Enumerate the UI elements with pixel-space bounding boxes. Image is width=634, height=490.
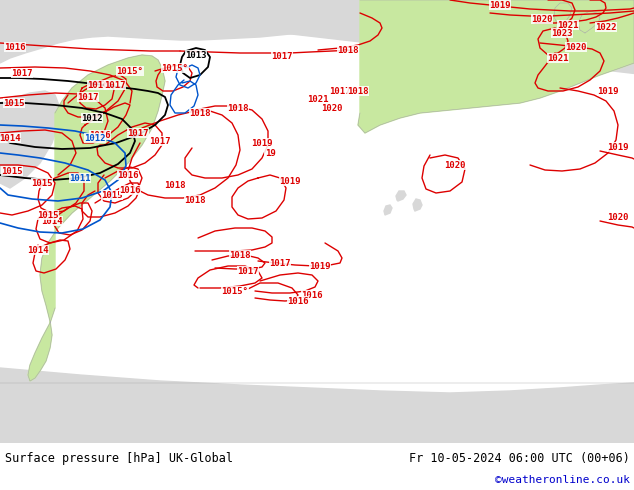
Text: 1015: 1015 [37,211,59,220]
Polygon shape [384,205,392,215]
Polygon shape [0,91,60,188]
Text: 1016: 1016 [87,80,109,90]
Text: 1017: 1017 [11,69,33,77]
Text: 1018: 1018 [230,250,251,260]
Text: 1019: 1019 [597,87,619,96]
Text: 1015: 1015 [31,178,53,188]
Text: 1012: 1012 [84,133,106,143]
Text: 1011: 1011 [69,173,91,182]
Polygon shape [28,55,165,381]
Text: 1017: 1017 [104,80,126,90]
Text: 1014: 1014 [41,217,63,225]
Text: 1016: 1016 [119,186,141,195]
Text: 1018: 1018 [190,108,210,118]
Text: 1020: 1020 [531,15,553,24]
Text: 1016: 1016 [117,171,139,179]
Text: Fr 10-05-2024 06:00 UTC (00+06): Fr 10-05-2024 06:00 UTC (00+06) [409,451,630,465]
Text: 1018: 1018 [227,103,249,113]
Text: 1017: 1017 [127,128,149,138]
Text: 1020: 1020 [566,43,586,51]
Text: 1021: 1021 [547,53,569,63]
Text: 1020: 1020 [321,103,343,113]
Text: 1019: 1019 [607,143,629,151]
Text: Surface pressure [hPa] UK-Global: Surface pressure [hPa] UK-Global [5,451,233,465]
Text: 1017: 1017 [77,93,99,101]
Text: 1013: 1013 [185,50,207,59]
Text: 1018: 1018 [337,46,359,54]
Text: 1015°: 1015° [117,67,143,75]
Text: 1021: 1021 [557,21,579,29]
Text: 1017: 1017 [269,259,291,268]
Text: 1017: 1017 [237,267,259,275]
Text: 1021: 1021 [307,95,329,103]
Text: 1015: 1015 [1,167,23,175]
Text: 1015: 1015 [3,98,25,107]
Text: 1017: 1017 [329,87,351,96]
Text: 1014: 1014 [0,133,21,143]
Text: 1018: 1018 [164,180,186,190]
Polygon shape [396,191,406,201]
Text: 1016: 1016 [287,296,309,305]
Polygon shape [358,0,634,133]
Text: 1012: 1012 [81,114,103,122]
Text: 1018: 1018 [184,196,206,204]
Text: 19: 19 [264,148,275,157]
Text: 1015°: 1015° [162,64,188,73]
Text: 1023: 1023 [551,28,573,38]
Text: 1015: 1015 [101,191,123,199]
Polygon shape [554,3,572,25]
Text: 1020: 1020 [444,161,466,170]
Text: 1019: 1019 [279,176,301,186]
Polygon shape [0,368,634,443]
Text: 1022: 1022 [595,23,617,31]
Text: 1016: 1016 [4,43,26,51]
Text: ©weatheronline.co.uk: ©weatheronline.co.uk [495,475,630,485]
Text: 1019: 1019 [309,262,331,270]
Polygon shape [0,0,634,73]
Text: 1015°: 1015° [221,287,249,295]
Text: 1016: 1016 [301,291,323,299]
Polygon shape [413,199,422,211]
Text: 1016: 1016 [89,130,111,140]
Text: 1019: 1019 [251,139,273,147]
Text: 1017: 1017 [271,51,293,60]
Text: 1019: 1019 [489,0,511,9]
Text: 1014: 1014 [27,245,49,254]
Polygon shape [578,11,600,33]
Text: 1020: 1020 [607,213,629,221]
Text: 1018: 1018 [347,87,369,96]
Text: 1017: 1017 [149,137,171,146]
Polygon shape [0,0,362,63]
